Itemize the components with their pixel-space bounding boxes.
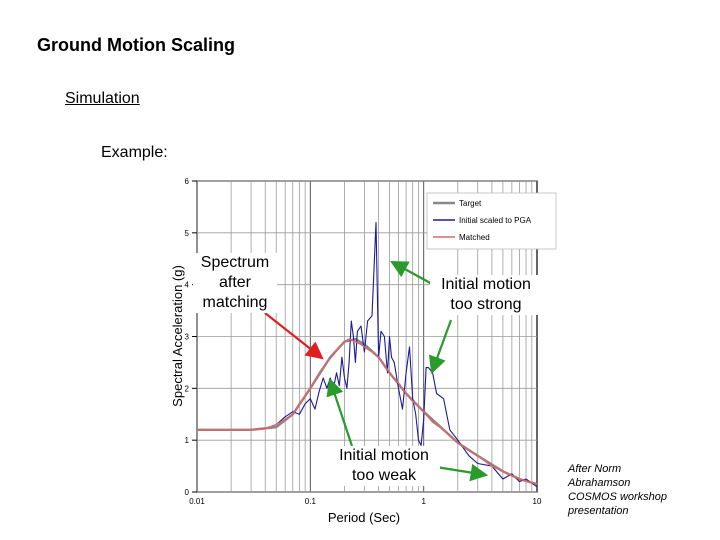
x-tick-label: 0.01	[189, 497, 205, 506]
series-initial	[197, 221, 538, 488]
series-layer	[197, 221, 538, 488]
y-tick-label: 0	[185, 488, 190, 497]
tick-labels: 0 1 2 3 4 5 6 0.01 0.1 1 10	[185, 177, 542, 506]
y-axis-label: Spectral Acceleration (g)	[170, 265, 185, 407]
y-tick-label: 4	[185, 281, 190, 290]
x-axis-label: Period (Sec)	[328, 510, 400, 525]
legend: Target Initial scaled to PGA Matched	[426, 192, 557, 250]
credit-note: After Norm Abrahamson COSMOS workshop pr…	[568, 463, 668, 517]
arrow-too-strong-tail	[429, 319, 453, 375]
arrow-too-weak-left	[326, 377, 354, 447]
arrow-after-matching	[264, 312, 324, 360]
y-tick-label: 6	[185, 177, 190, 186]
x-tick-label: 10	[533, 497, 542, 506]
callout-too-strong: Initial motion too strong	[430, 275, 542, 315]
series-matched	[197, 338, 538, 485]
y-tick-label: 5	[185, 229, 190, 238]
slide-subtitle: Simulation	[65, 90, 140, 107]
example-label: Example:	[101, 144, 168, 161]
y-tick-label: 3	[185, 333, 190, 342]
callout-too-weak: Initial motion too weak	[328, 446, 440, 486]
x-tick-label: 1	[421, 497, 426, 506]
y-tick-label: 2	[185, 384, 190, 393]
annotation-arrows	[264, 260, 489, 482]
legend-label: Target	[459, 199, 482, 208]
slide-title: Ground Motion Scaling	[37, 35, 235, 55]
arrow-too-strong-peak	[390, 260, 435, 286]
callout-after-matching: Spectrum after matching	[193, 253, 277, 313]
legend-label: Matched	[459, 233, 490, 242]
y-tick-label: 1	[185, 436, 190, 445]
legend-label: Initial scaled to PGA	[459, 216, 532, 225]
x-tick-label: 0.1	[305, 497, 317, 506]
